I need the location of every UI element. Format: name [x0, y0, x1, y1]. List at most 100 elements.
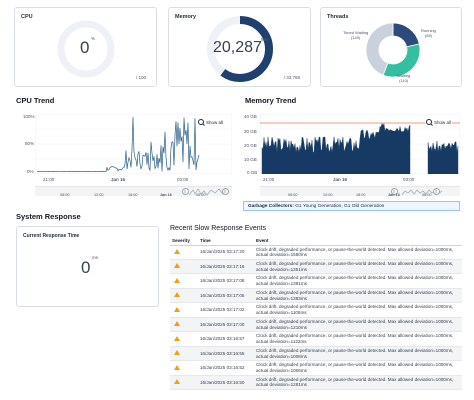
gc-value: G1 Young Generation, G1 Old Generation — [295, 203, 385, 209]
memory-show-all-button[interactable]: Show all — [425, 119, 453, 125]
time-cell: 16/Jan/2025 03:17:16 — [198, 259, 254, 275]
memory-navigator-right-handle[interactable] — [433, 188, 440, 195]
warning-icon — [174, 335, 180, 341]
memory-series-area — [261, 122, 411, 174]
threads-timed-waiting-label: Timed Waiting — [343, 30, 369, 35]
threads-card: Threads Timed Waiting (140) Running (68)… — [320, 7, 462, 87]
memory-card-title: Memory — [175, 14, 197, 20]
cpu-card-title: CPU — [21, 14, 33, 20]
event-cell: Clock drift, degraded performance, or pa… — [254, 273, 462, 289]
mem-ytick-30: 30 GB — [244, 129, 257, 134]
cpu-nav-tick-0: 06:00 — [60, 193, 70, 197]
severity-cell — [170, 302, 198, 318]
threads-waiting-label: Waiting — [397, 73, 411, 78]
table-row[interactable]: 16/Jan/2025 03:16:52 Clock drift, degrade… — [170, 360, 462, 376]
cpu-navigator[interactable] — [35, 186, 232, 196]
event-cell: Clock drift, degraded performance, or pa… — [254, 375, 462, 391]
cpu-unit: % — [91, 36, 96, 41]
time-cell: 16/Jan/2025 03:16:52 — [198, 360, 254, 376]
col-severity[interactable]: Severity — [170, 236, 198, 246]
zoom-icon — [198, 119, 204, 125]
warning-icon — [174, 277, 180, 283]
zoom-icon — [426, 119, 432, 125]
time-cell: 16/Jan/2025 03:17:20 — [198, 245, 254, 260]
cpu-nav-tick-2: 18:00 — [128, 193, 138, 197]
cpu-show-all-button[interactable]: Show all — [198, 119, 223, 125]
event-cell: Clock drift, degraded performance, or pa… — [254, 331, 462, 347]
time-cell: 16/Jan/2025 03:17:08 — [198, 273, 254, 289]
memory-show-all-label: Show all — [434, 119, 452, 125]
event-cell: Clock drift, degraded performance, or pa… — [254, 317, 462, 333]
table-row[interactable]: 16/Jan/2025 03:17:20 Clock drift, degrade… — [170, 245, 462, 260]
cpu-navigator-left-handle[interactable] — [182, 188, 189, 195]
memory-max: / 33,768 — [283, 75, 300, 80]
mem-nav-tick-3: Jan 16 — [388, 193, 400, 197]
memory-gauge — [207, 16, 273, 82]
memory-card: Memory 20,287 MB / 33,768 — [168, 7, 311, 87]
table-row[interactable]: 16/Jan/2025 03:17:16 Clock drift, degrade… — [170, 259, 462, 275]
severity-cell — [170, 259, 198, 275]
threads-timed-waiting-count: (140) — [350, 34, 361, 40]
memory-unit: MB — [261, 37, 268, 42]
mem-ytick-0: 0 GB — [247, 170, 258, 175]
memory-navigator-left-handle[interactable] — [391, 188, 398, 195]
memory-series-area-2 — [427, 140, 459, 174]
warning-icon — [174, 350, 180, 356]
cpu-max: / 100 — [135, 75, 146, 80]
warning-icon — [174, 321, 180, 327]
warning-icon — [174, 292, 180, 298]
cpu-series-line — [36, 117, 200, 173]
severity-cell — [170, 273, 198, 289]
threads-label-running: Running (68) — [421, 28, 436, 39]
current-response-card: Current Response Time 0 ms — [16, 226, 159, 307]
mem-nav-tick-0: 06:00 — [288, 193, 298, 197]
table-row[interactable]: 16/Jan/2025 03:16:50 Clock drift, degrade… — [170, 375, 462, 391]
table-row[interactable]: 16/Jan/2025 03:17:08 Clock drift, degrade… — [170, 273, 462, 289]
mem-xtick-2: 03:00 — [403, 177, 415, 182]
table-row[interactable]: 16/Jan/2025 03:17:05 Clock drift, degrade… — [170, 288, 462, 304]
memory-trend-title: Memory Trend — [245, 96, 297, 105]
event-cell: Clock drift, degraded performance, or pa… — [254, 259, 462, 275]
cpu-card: CPU 0 % / 100 — [14, 7, 157, 87]
response-time-unit: ms — [92, 255, 98, 260]
cpu-nav-tick-4: 06:00 — [196, 193, 206, 197]
time-cell: 16/Jan/2025 03:16:55 — [198, 346, 254, 362]
event-cell: Clock drift, degraded performance, or pa… — [254, 360, 462, 376]
cpu-xtick-0: 21:00 — [43, 177, 55, 182]
slow-events-table: Severity Time Event 16/Jan/2025 03:17:20… — [170, 236, 462, 391]
cpu-xtick-1: Jan 16 — [111, 177, 126, 182]
response-time-value: 0 — [81, 258, 91, 277]
warning-icon — [174, 263, 180, 269]
cpu-navigator-sparkline — [189, 188, 228, 196]
threads-card-title: Threads — [327, 14, 349, 20]
mem-ytick-20: 20 GB — [244, 143, 257, 148]
cpu-trend-title: CPU Trend — [16, 96, 55, 105]
cpu-value: 0 — [80, 38, 90, 57]
memory-trend-plot — [260, 114, 460, 174]
warning-icon — [174, 306, 180, 312]
cpu-nav-tick-1: 12:00 — [94, 193, 104, 197]
time-cell: 16/Jan/2025 03:16:57 — [198, 331, 254, 347]
memory-navigator[interactable] — [260, 186, 460, 196]
mem-ytick-40: 40 GB — [244, 114, 257, 119]
warning-icon — [174, 248, 180, 254]
table-row[interactable]: 16/Jan/2025 03:17:00 Clock drift, degrade… — [170, 317, 462, 333]
table-row[interactable]: 16/Jan/2025 03:16:57 Clock drift, degrade… — [170, 331, 462, 347]
col-time[interactable]: Time — [198, 236, 254, 246]
cpu-navigator-right-handle[interactable] — [222, 188, 229, 195]
mem-xtick-0: 21:00 — [263, 177, 275, 182]
severity-cell — [170, 245, 198, 260]
warning-icon — [174, 364, 180, 370]
threads-label-waiting: Waiting (110) — [397, 73, 411, 84]
cpu-nav-tick-3: Jan 16 — [160, 193, 172, 197]
events-title: Recent Slow Response Events — [170, 225, 267, 232]
table-row[interactable]: 16/Jan/2025 03:16:55 Clock drift, degrade… — [170, 346, 462, 362]
mem-nav-tick-4: 06:00 — [422, 193, 432, 197]
memory-gauge-arc — [207, 16, 273, 82]
memory-value: 20,287 — [213, 39, 262, 56]
cpu-ytick-100: 100% — [23, 114, 35, 119]
col-event[interactable]: Event — [254, 236, 462, 246]
mem-nav-tick-2: 18:00 — [356, 193, 366, 197]
cpu-show-all-label: Show all — [206, 119, 224, 125]
table-row[interactable]: 16/Jan/2025 03:17:02 Clock drift, degrade… — [170, 302, 462, 318]
